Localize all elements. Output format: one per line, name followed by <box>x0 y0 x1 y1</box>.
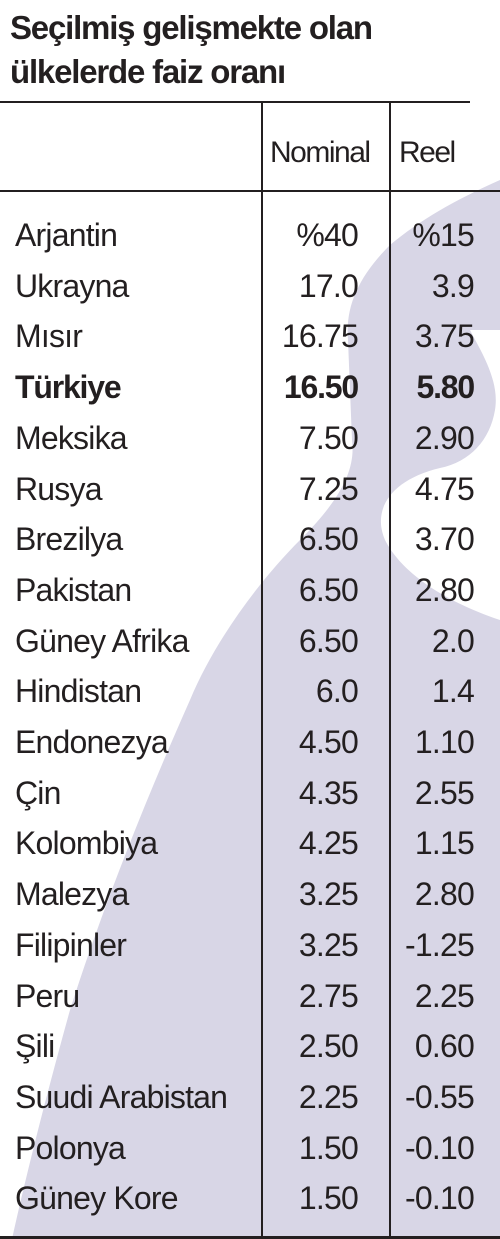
table-row: Çin 4.35 2.55 <box>0 768 500 818</box>
reel-cell: 1.4 <box>431 673 475 710</box>
reel-cell: 3.70 <box>414 521 475 558</box>
title-line-1: Seçilmiş gelişmekte olan <box>10 9 373 46</box>
top-rule <box>0 101 470 103</box>
nominal-cell: %40 <box>296 217 358 253</box>
country-cell: Meksika <box>15 419 128 456</box>
column-divider-reel <box>389 103 391 1239</box>
country-cell: Malezya <box>15 876 129 913</box>
nominal-cell: 16.75 <box>281 318 359 355</box>
reel-cell: 2.55 <box>414 774 475 811</box>
table-row: Pakistan 6.50 2.80 <box>0 565 500 615</box>
table-row: Şili 2.50 0.60 <box>0 1021 500 1071</box>
reel-cell: 0.60 <box>414 1028 475 1065</box>
country-cell: Mısır <box>15 318 83 355</box>
reel-cell: -0.10 <box>405 1129 475 1166</box>
nominal-cell: 7.50 <box>298 419 359 456</box>
reel-cell: 2.80 <box>414 876 475 913</box>
reel-cell: -0.55 <box>405 1078 475 1115</box>
table-row: Endonezya 4.50 1.10 <box>0 717 500 767</box>
bottom-rule <box>0 1236 500 1239</box>
reel-cell: 3.75 <box>414 318 475 355</box>
table-row: Arjantin %40 %15 <box>0 210 500 260</box>
country-cell: Peru <box>15 977 80 1014</box>
country-cell: Rusya <box>15 470 103 507</box>
country-cell: Endonezya <box>15 724 169 760</box>
table-row: Mısır 16.75 3.75 <box>0 311 500 361</box>
reel-cell: -0.10 <box>405 1180 475 1217</box>
country-cell: Şili <box>15 1028 55 1065</box>
column-header-reel: Reel <box>399 136 456 169</box>
nominal-cell: 1.50 <box>298 1129 359 1166</box>
nominal-cell: 6.0 <box>315 673 359 710</box>
nominal-cell: 4.25 <box>298 825 359 862</box>
nominal-cell: 6.50 <box>298 571 359 608</box>
table-row: Rusya 7.25 4.75 <box>0 464 500 514</box>
country-cell: Çin <box>15 774 61 811</box>
nominal-cell: 16.50 <box>283 369 359 406</box>
table-row: Türkiye 16.50 5.80 <box>0 362 500 412</box>
country-cell: Suudi Arabistan <box>15 1078 228 1115</box>
table-row: Kolombiya 4.25 1.15 <box>0 818 500 868</box>
country-cell: Ukrayna <box>15 267 129 304</box>
nominal-cell: 6.50 <box>298 622 359 659</box>
reel-cell: 3.9 <box>431 267 475 304</box>
country-cell: Pakistan <box>15 571 132 608</box>
country-cell: Güney Afrika <box>15 622 189 659</box>
reel-cell: 2.80 <box>414 571 475 608</box>
nominal-cell: 1.50 <box>298 1180 359 1217</box>
reel-cell: 2.25 <box>414 977 475 1014</box>
country-cell: Türkiye <box>15 369 122 406</box>
nominal-cell: 7.25 <box>298 470 359 507</box>
title-line-2: ülkelerde faiz oranı <box>10 53 286 90</box>
reel-cell: 5.80 <box>416 369 476 406</box>
nominal-cell: 2.25 <box>298 1078 359 1115</box>
table-row: Suudi Arabistan 2.25 -0.55 <box>0 1072 500 1122</box>
table-row: Güney Afrika 6.50 2.0 <box>0 616 500 666</box>
table-row: Filipinler 3.25 -1.25 <box>0 920 500 970</box>
table-row: Polonya 1.50 -0.10 <box>0 1123 500 1173</box>
reel-cell: 4.75 <box>414 470 475 507</box>
nominal-cell: 6.50 <box>298 521 359 558</box>
reel-cell: 1.10 <box>414 724 475 760</box>
reel-cell: 2.0 <box>431 622 475 659</box>
header-bottom-rule <box>0 190 500 192</box>
reel-cell: 2.90 <box>414 419 475 456</box>
column-divider-nominal <box>261 103 263 1239</box>
country-cell: Hindistan <box>15 673 142 710</box>
nominal-cell: 3.25 <box>298 876 359 913</box>
nominal-cell: 4.35 <box>298 774 359 811</box>
chart-title: Seçilmiş gelişmekte olan ülkelerde faiz … <box>10 6 373 94</box>
nominal-cell: 2.75 <box>298 977 359 1014</box>
country-cell: Polonya <box>15 1129 126 1166</box>
column-header-nominal: Nominal <box>270 136 371 169</box>
nominal-cell: 17.0 <box>298 267 359 304</box>
table-row: Güney Kore 1.50 -0.10 <box>0 1173 500 1223</box>
country-cell: Filipinler <box>15 926 127 963</box>
table-row: Peru 2.75 2.25 <box>0 971 500 1021</box>
table-row: Meksika 7.50 2.90 <box>0 413 500 463</box>
country-cell: Güney Kore <box>15 1180 179 1217</box>
nominal-cell: 2.50 <box>298 1028 359 1065</box>
table-row: Ukrayna 17.0 3.9 <box>0 261 500 311</box>
background-silhouette-shape <box>12 180 500 1239</box>
country-cell: Arjantin <box>15 217 118 253</box>
country-cell: Kolombiya <box>15 825 158 862</box>
reel-cell: 1.15 <box>414 825 475 862</box>
table-row: Malezya 3.25 2.80 <box>0 869 500 919</box>
nominal-cell: 3.25 <box>298 926 359 963</box>
reel-cell: -1.25 <box>405 926 475 963</box>
reel-cell: %15 <box>412 217 474 253</box>
country-cell: Brezilya <box>15 521 123 558</box>
table-row: Brezilya 6.50 3.70 <box>0 514 500 564</box>
nominal-cell: 4.50 <box>298 724 359 760</box>
table-row: Hindistan 6.0 1.4 <box>0 666 500 716</box>
